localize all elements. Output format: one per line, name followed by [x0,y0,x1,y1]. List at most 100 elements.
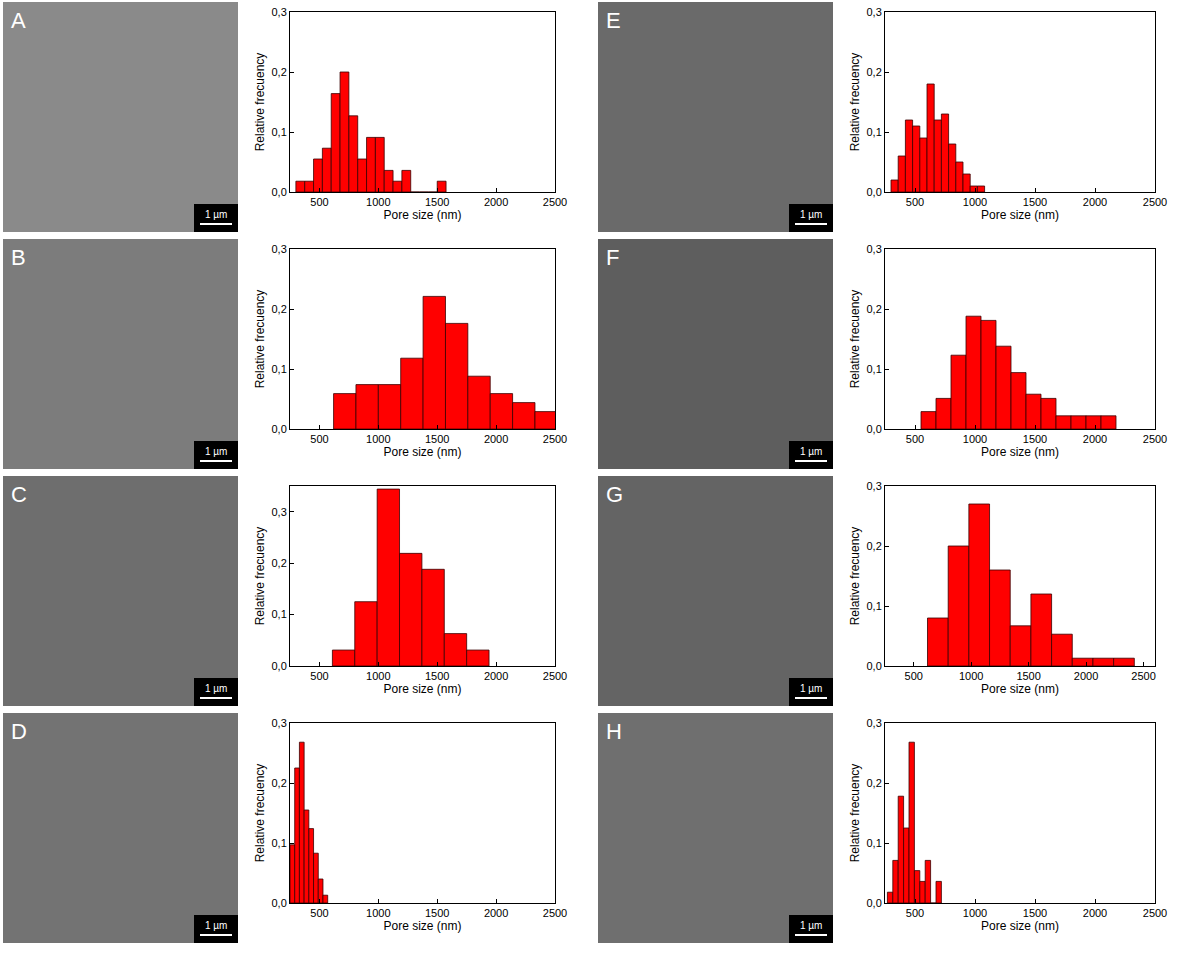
svg-text:0,3: 0,3 [272,6,287,18]
svg-text:0,2: 0,2 [867,540,882,552]
svg-text:Relative frecuency: Relative frecuency [253,53,267,152]
svg-text:0,0: 0,0 [867,423,882,435]
svg-text:2000: 2000 [1083,907,1107,919]
svg-text:1000: 1000 [959,670,983,682]
svg-text:1000: 1000 [963,433,987,445]
svg-text:2000: 2000 [484,907,508,919]
svg-text:Relative frecuency: Relative frecuency [253,764,267,863]
svg-text:0,0: 0,0 [867,897,882,909]
svg-text:1 µm: 1 µm [800,209,822,220]
svg-text:1000: 1000 [366,907,390,919]
svg-text:2000: 2000 [484,196,508,208]
svg-text:Relative frecuency: Relative frecuency [848,53,862,152]
svg-text:1500: 1500 [425,907,449,919]
svg-text:1000: 1000 [366,433,390,445]
svg-text:1500: 1500 [425,433,449,445]
svg-text:2000: 2000 [484,670,508,682]
svg-text:500: 500 [310,433,328,445]
svg-text:1500: 1500 [425,670,449,682]
svg-text:1 µm: 1 µm [800,446,822,457]
svg-text:E: E [606,8,621,33]
svg-text:2500: 2500 [1143,433,1167,445]
svg-text:500: 500 [310,907,328,919]
svg-text:2500: 2500 [543,670,567,682]
svg-text:Pore size (nm): Pore size (nm) [383,919,461,933]
svg-text:0,0: 0,0 [867,186,882,198]
svg-text:0,2: 0,2 [272,303,287,315]
svg-text:1 µm: 1 µm [205,446,227,457]
svg-text:1500: 1500 [1023,433,1047,445]
svg-text:Relative frecuency: Relative frecuency [253,290,267,389]
svg-text:1 µm: 1 µm [800,683,822,694]
svg-text:1500: 1500 [1023,907,1047,919]
svg-text:0,1: 0,1 [272,837,287,849]
svg-text:F: F [606,245,619,270]
svg-text:2500: 2500 [1131,670,1155,682]
svg-text:0,2: 0,2 [272,66,287,78]
svg-text:2500: 2500 [1143,196,1167,208]
svg-text:0,2: 0,2 [867,777,882,789]
svg-text:Relative frecuency: Relative frecuency [848,764,862,863]
svg-text:Relative frecuency: Relative frecuency [848,527,862,626]
svg-text:0,2: 0,2 [867,303,882,315]
svg-text:2000: 2000 [1083,433,1107,445]
svg-text:1500: 1500 [425,196,449,208]
svg-text:500: 500 [905,670,923,682]
svg-text:500: 500 [906,196,924,208]
svg-text:2000: 2000 [484,433,508,445]
svg-text:0,0: 0,0 [272,423,287,435]
svg-text:500: 500 [906,907,924,919]
svg-text:Relative frecuency: Relative frecuency [848,290,862,389]
svg-text:0,0: 0,0 [272,897,287,909]
svg-text:2000: 2000 [1074,670,1098,682]
svg-text:1000: 1000 [366,196,390,208]
svg-text:G: G [606,482,623,507]
svg-text:2500: 2500 [543,196,567,208]
svg-text:1500: 1500 [1016,670,1040,682]
svg-text:500: 500 [310,196,328,208]
svg-text:H: H [606,719,622,744]
svg-text:Pore size (nm): Pore size (nm) [981,682,1059,696]
svg-text:Pore size (nm): Pore size (nm) [981,208,1059,222]
svg-text:D: D [11,719,27,744]
svg-text:1 µm: 1 µm [205,209,227,220]
svg-text:0,1: 0,1 [272,126,287,138]
svg-text:0,1: 0,1 [867,363,882,375]
svg-text:1 µm: 1 µm [205,920,227,931]
svg-text:0,2: 0,2 [867,66,882,78]
svg-text:Pore size (nm): Pore size (nm) [981,919,1059,933]
svg-text:B: B [11,245,26,270]
svg-text:0,1: 0,1 [867,126,882,138]
svg-text:1000: 1000 [963,196,987,208]
svg-text:1500: 1500 [1023,196,1047,208]
svg-text:0,3: 0,3 [867,6,882,18]
svg-text:500: 500 [310,670,328,682]
svg-text:2000: 2000 [1083,196,1107,208]
svg-text:0,1: 0,1 [867,600,882,612]
svg-text:0,1: 0,1 [272,608,287,620]
svg-text:0,0: 0,0 [272,186,287,198]
svg-text:2500: 2500 [543,433,567,445]
svg-text:1 µm: 1 µm [800,920,822,931]
svg-text:1000: 1000 [963,907,987,919]
svg-text:2500: 2500 [1143,907,1167,919]
svg-text:0,3: 0,3 [867,480,882,492]
svg-text:0,3: 0,3 [867,243,882,255]
svg-text:0,0: 0,0 [272,660,287,672]
svg-text:0,3: 0,3 [272,717,287,729]
svg-text:Pore size (nm): Pore size (nm) [383,445,461,459]
svg-text:0,1: 0,1 [272,363,287,375]
svg-text:Relative frecuency: Relative frecuency [253,527,267,626]
svg-text:0,3: 0,3 [867,717,882,729]
svg-text:Pore size (nm): Pore size (nm) [383,208,461,222]
svg-text:0,2: 0,2 [272,777,287,789]
svg-text:Pore size (nm): Pore size (nm) [981,445,1059,459]
svg-text:2500: 2500 [543,907,567,919]
svg-text:A: A [11,8,26,33]
svg-text:Pore size (nm): Pore size (nm) [383,682,461,696]
svg-text:0,1: 0,1 [867,837,882,849]
svg-text:0,3: 0,3 [272,506,287,518]
svg-text:0,2: 0,2 [272,557,287,569]
svg-text:500: 500 [906,433,924,445]
svg-text:C: C [11,482,27,507]
